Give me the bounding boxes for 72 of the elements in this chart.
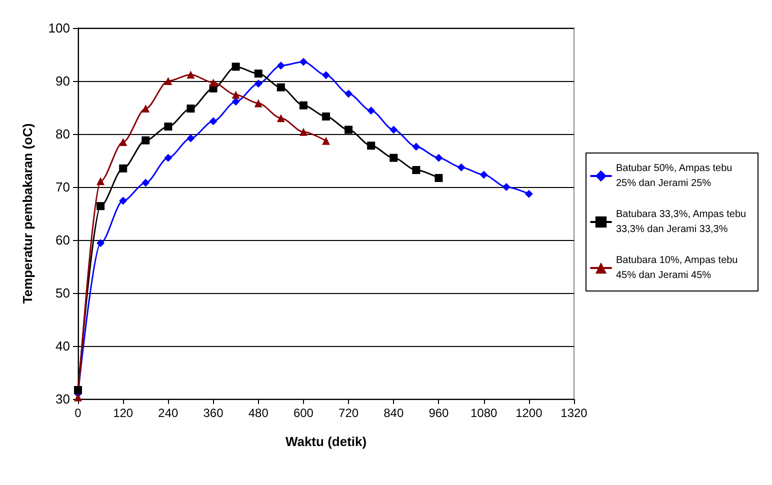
point xyxy=(254,70,262,78)
y-tick-label: 90 xyxy=(56,74,70,88)
legend-label: Batubara 10%, Ampas tebu 45% dan Jerami 45% xyxy=(616,255,741,281)
point xyxy=(344,126,353,134)
legend-label: Batubar 50%, Ampas tebu 25% dan Jerami 25% xyxy=(616,163,735,189)
point xyxy=(186,134,195,142)
point xyxy=(322,71,330,80)
point xyxy=(186,104,195,113)
y-tick-label: 60 xyxy=(56,232,70,248)
point xyxy=(96,239,105,248)
x-axis-title: Waktu (detik) xyxy=(285,434,367,449)
x-tick-label: 0 xyxy=(74,406,82,420)
point xyxy=(96,202,105,210)
point xyxy=(119,196,128,205)
point xyxy=(142,136,150,144)
point xyxy=(276,83,285,92)
point xyxy=(209,117,218,126)
point xyxy=(412,166,420,174)
y-tick-label: 30 xyxy=(56,392,70,406)
point xyxy=(164,154,172,162)
point xyxy=(96,177,105,186)
x-tick-label: 1200 xyxy=(516,406,543,420)
point xyxy=(434,154,443,162)
point xyxy=(164,122,172,131)
point xyxy=(299,101,308,110)
point xyxy=(119,164,128,172)
point xyxy=(390,126,398,134)
point xyxy=(74,386,82,394)
point xyxy=(209,78,218,87)
point xyxy=(276,114,285,122)
y-tick-label: 100 xyxy=(48,20,70,36)
x-tick-label: 240 xyxy=(158,406,179,420)
point xyxy=(232,62,240,71)
x-tick-label: 360 xyxy=(203,406,224,420)
point xyxy=(502,183,510,191)
point xyxy=(457,163,466,172)
point xyxy=(524,190,533,198)
point xyxy=(254,99,262,108)
point xyxy=(299,58,308,66)
point xyxy=(186,70,195,79)
point xyxy=(344,90,353,98)
point xyxy=(367,142,376,150)
point xyxy=(142,104,150,113)
x-tick-label: 120 xyxy=(113,406,134,420)
point xyxy=(232,98,240,106)
x-tick-label: 1320 xyxy=(560,406,588,420)
point xyxy=(299,128,308,136)
x-tick-label: 600 xyxy=(293,406,314,420)
point xyxy=(434,174,443,182)
point xyxy=(390,154,398,162)
point xyxy=(322,112,330,121)
y-axis-title: Temperatur pembakaran (oC) xyxy=(20,123,35,304)
point xyxy=(276,62,285,70)
point xyxy=(119,138,128,146)
point xyxy=(254,80,262,88)
point xyxy=(142,178,150,187)
point xyxy=(412,142,420,151)
point xyxy=(322,136,330,145)
point xyxy=(232,90,240,99)
point xyxy=(480,170,488,179)
y-tick-label: 40 xyxy=(56,338,70,354)
x-tick-label: 480 xyxy=(248,406,269,420)
y-tick-label: 80 xyxy=(56,126,70,142)
x-tick-label: 720 xyxy=(338,406,359,420)
legend-label: Batubara 33,3%, Ampas tebu 33,3% dan Jerami 33,3% xyxy=(616,209,749,235)
point xyxy=(164,77,172,85)
y-tick-label: 50 xyxy=(56,286,70,300)
x-tick-label: 1080 xyxy=(470,406,498,420)
point xyxy=(367,106,376,115)
x-tick-label: 840 xyxy=(384,406,404,420)
x-tick-label: 960 xyxy=(428,406,450,420)
y-tick-label: 70 xyxy=(56,180,70,194)
